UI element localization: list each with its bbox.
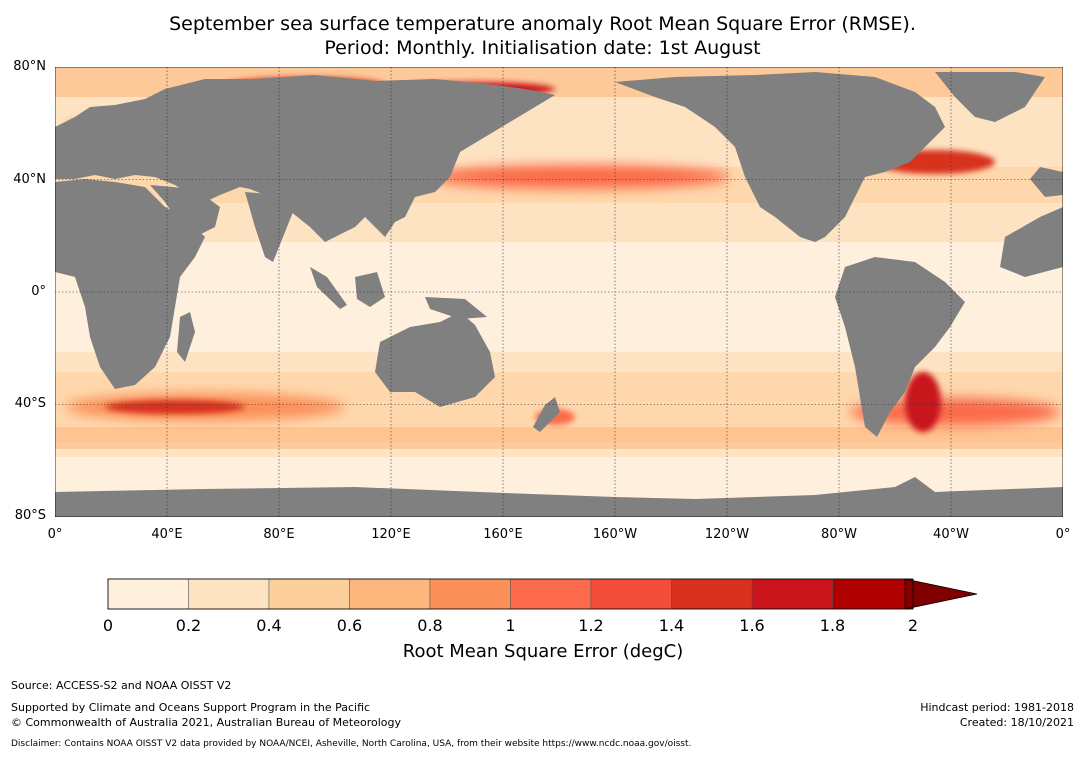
- map-gridlines: [55, 67, 1063, 517]
- lat-label-80s: 80°S: [14, 508, 46, 523]
- support-text: Supported by Climate and Oceans Support …: [11, 701, 371, 714]
- lat-label-40n: 40°N: [13, 172, 46, 187]
- colorbar-cell-0: [107, 578, 189, 610]
- land-antarctica: [55, 477, 1063, 517]
- lon-label-40e: 40°E: [151, 527, 183, 542]
- lon-label-80w: 80°W: [821, 527, 857, 542]
- hotspot-agulhas: [105, 400, 245, 414]
- hotspot-kuroshio: [430, 165, 730, 189]
- colorbar-cell-3: [349, 578, 431, 610]
- colorbar-cell-1: [188, 578, 270, 610]
- source-text: Source: ACCESS-S2 and NOAA OISST V2: [11, 679, 232, 692]
- colorbar-tick-0.4: 0.4: [256, 616, 282, 635]
- colorbar-tick-1.4: 1.4: [658, 616, 685, 635]
- land-madagascar: [177, 312, 195, 362]
- colorbar-outline: [107, 578, 914, 610]
- colorbar: [107, 578, 978, 610]
- created-date-text: Created: 18/10/2021: [959, 716, 1074, 729]
- colorbar-cell-2: [268, 578, 350, 610]
- colorbar-tick-0.6: 0.6: [336, 616, 363, 635]
- lon-label-80e: 80°E: [263, 527, 295, 542]
- lon-label-0-end: 0°: [1055, 527, 1071, 542]
- lon-label-120e: 120°E: [371, 527, 411, 542]
- land-australia: [375, 312, 495, 407]
- land-japan: [433, 139, 457, 175]
- land-africa: [55, 179, 205, 389]
- colorbar-extend-arrow: [904, 578, 978, 610]
- land-new-guinea: [425, 297, 487, 319]
- disclaimer-text: Disclaimer: Contains NOAA OISST V2 data …: [11, 739, 692, 749]
- rmse-map-canvas: [55, 67, 1063, 517]
- lat-label-40s: 40°S: [14, 396, 46, 411]
- land-borneo: [355, 272, 385, 307]
- land-europe-west: [1030, 167, 1063, 197]
- lon-label-120w: 120°W: [704, 527, 750, 542]
- hotspot-brazil-malvinas: [905, 372, 941, 432]
- figure-title-line1: September sea surface temperature anomal…: [169, 13, 916, 35]
- land-india: [245, 192, 295, 262]
- colorbar-label: Root Mean Square Error (degC): [402, 641, 684, 662]
- figure-title-line2: Period: Monthly. Initialisation date: 1s…: [324, 37, 761, 59]
- land-new-zealand: [533, 397, 560, 432]
- land-eurasia: [55, 75, 555, 242]
- copyright-text: © Commonwealth of Australia 2021, Austra…: [11, 716, 401, 729]
- lon-label-160e: 160°E: [483, 527, 523, 542]
- hotspot-south-atlantic: [850, 398, 1060, 426]
- colorbar-tick-0.2: 0.2: [175, 616, 202, 635]
- land-africa-west: [1000, 207, 1063, 277]
- colorbar-cell-5: [510, 578, 592, 610]
- colorbar-tick-0.8: 0.8: [417, 616, 443, 635]
- colorbar-cell-8: [751, 578, 833, 610]
- colorbar-cells: [107, 578, 914, 610]
- colorbar-cell-7: [671, 578, 753, 610]
- lat-label-0: 0°: [31, 284, 46, 299]
- land-sumatra: [310, 267, 347, 309]
- rmse-map: [55, 67, 1063, 517]
- land-arabia: [150, 185, 220, 237]
- land-north-america: [615, 72, 945, 242]
- colorbar-cell-6: [590, 578, 672, 610]
- colorbar-tick-1: 1: [505, 616, 516, 635]
- land-south-america: [835, 257, 965, 437]
- land-greenland: [935, 72, 1045, 122]
- band-southern-ocean: [55, 427, 1063, 449]
- lon-label-160w: 160°W: [592, 527, 638, 542]
- colorbar-cell-4: [429, 578, 511, 610]
- colorbar-tick-0: 0: [102, 616, 114, 635]
- colorbar-cell-9: [832, 578, 914, 610]
- colorbar-tick-1.8: 1.8: [819, 616, 846, 635]
- lat-label-80n: 80°N: [13, 59, 46, 74]
- land-masses: [55, 72, 1063, 517]
- hindcast-period-text: Hindcast period: 1981-2018: [920, 701, 1074, 714]
- colorbar-tick-2: 2: [907, 616, 919, 635]
- colorbar-tick-1.6: 1.6: [739, 616, 765, 635]
- lon-label-0: 0°: [47, 527, 63, 542]
- lon-label-40w: 40°W: [933, 527, 969, 542]
- colorbar-tick-1.2: 1.2: [578, 616, 604, 635]
